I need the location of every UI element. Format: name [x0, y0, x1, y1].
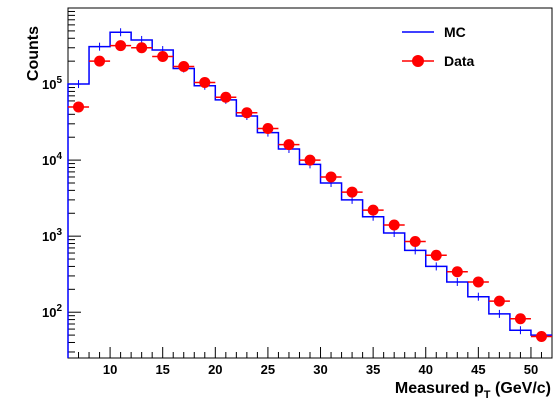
- data-point: [241, 107, 253, 119]
- x-tick-label: 45: [471, 362, 485, 377]
- x-tick-label: 35: [366, 362, 380, 377]
- plot-area: 10 15 20 25 30 35 40 45 50 102 103 104 105: [42, 7, 553, 377]
- x-axis-label: Measured pT (GeV/c): [395, 380, 551, 401]
- data-point: [94, 55, 106, 67]
- data-point: [220, 91, 232, 103]
- data-point: [304, 154, 316, 166]
- y-tick-label: 105: [42, 75, 62, 92]
- data-point: [283, 139, 295, 151]
- x-tick-label: 40: [419, 362, 433, 377]
- legend-data-marker: [412, 55, 424, 67]
- y-tick-label: 103: [42, 227, 62, 244]
- data-point: [157, 51, 169, 63]
- data-point: [346, 186, 358, 198]
- x-tick-label: 25: [261, 362, 275, 377]
- legend-entry-mc: MC: [402, 24, 466, 40]
- mc-histogram-line: [67, 31, 552, 358]
- data-point: [199, 76, 211, 88]
- legend-mc-label: MC: [444, 24, 466, 40]
- x-tick-label: 15: [155, 362, 169, 377]
- legend-entry-data: Data: [402, 53, 475, 69]
- data-point: [451, 266, 463, 278]
- data-point: [115, 40, 127, 52]
- x-tick-label: 10: [103, 362, 117, 377]
- y-tick-label: 102: [42, 303, 62, 320]
- y-axis-label: Counts: [25, 26, 42, 81]
- y-tick-label: 104: [42, 151, 62, 168]
- legend-data-label: Data: [444, 53, 475, 69]
- plot-frame: [67, 7, 553, 359]
- data-point: [73, 101, 85, 113]
- x-tick-label: 30: [313, 362, 327, 377]
- data-point: [472, 276, 484, 288]
- data-point: [325, 171, 337, 183]
- x-tick-label: 50: [524, 362, 538, 377]
- data-point: [388, 219, 400, 231]
- data-point: [178, 61, 190, 73]
- data-point: [409, 236, 421, 248]
- data-point: [430, 249, 442, 261]
- x-tick-label: 20: [208, 362, 222, 377]
- data-point: [262, 123, 274, 135]
- data-point: [136, 42, 148, 54]
- data-point: [514, 313, 526, 325]
- data-point: [367, 204, 379, 216]
- data-point: [535, 330, 547, 342]
- legend: MC Data: [402, 24, 475, 69]
- data-point: [493, 295, 505, 307]
